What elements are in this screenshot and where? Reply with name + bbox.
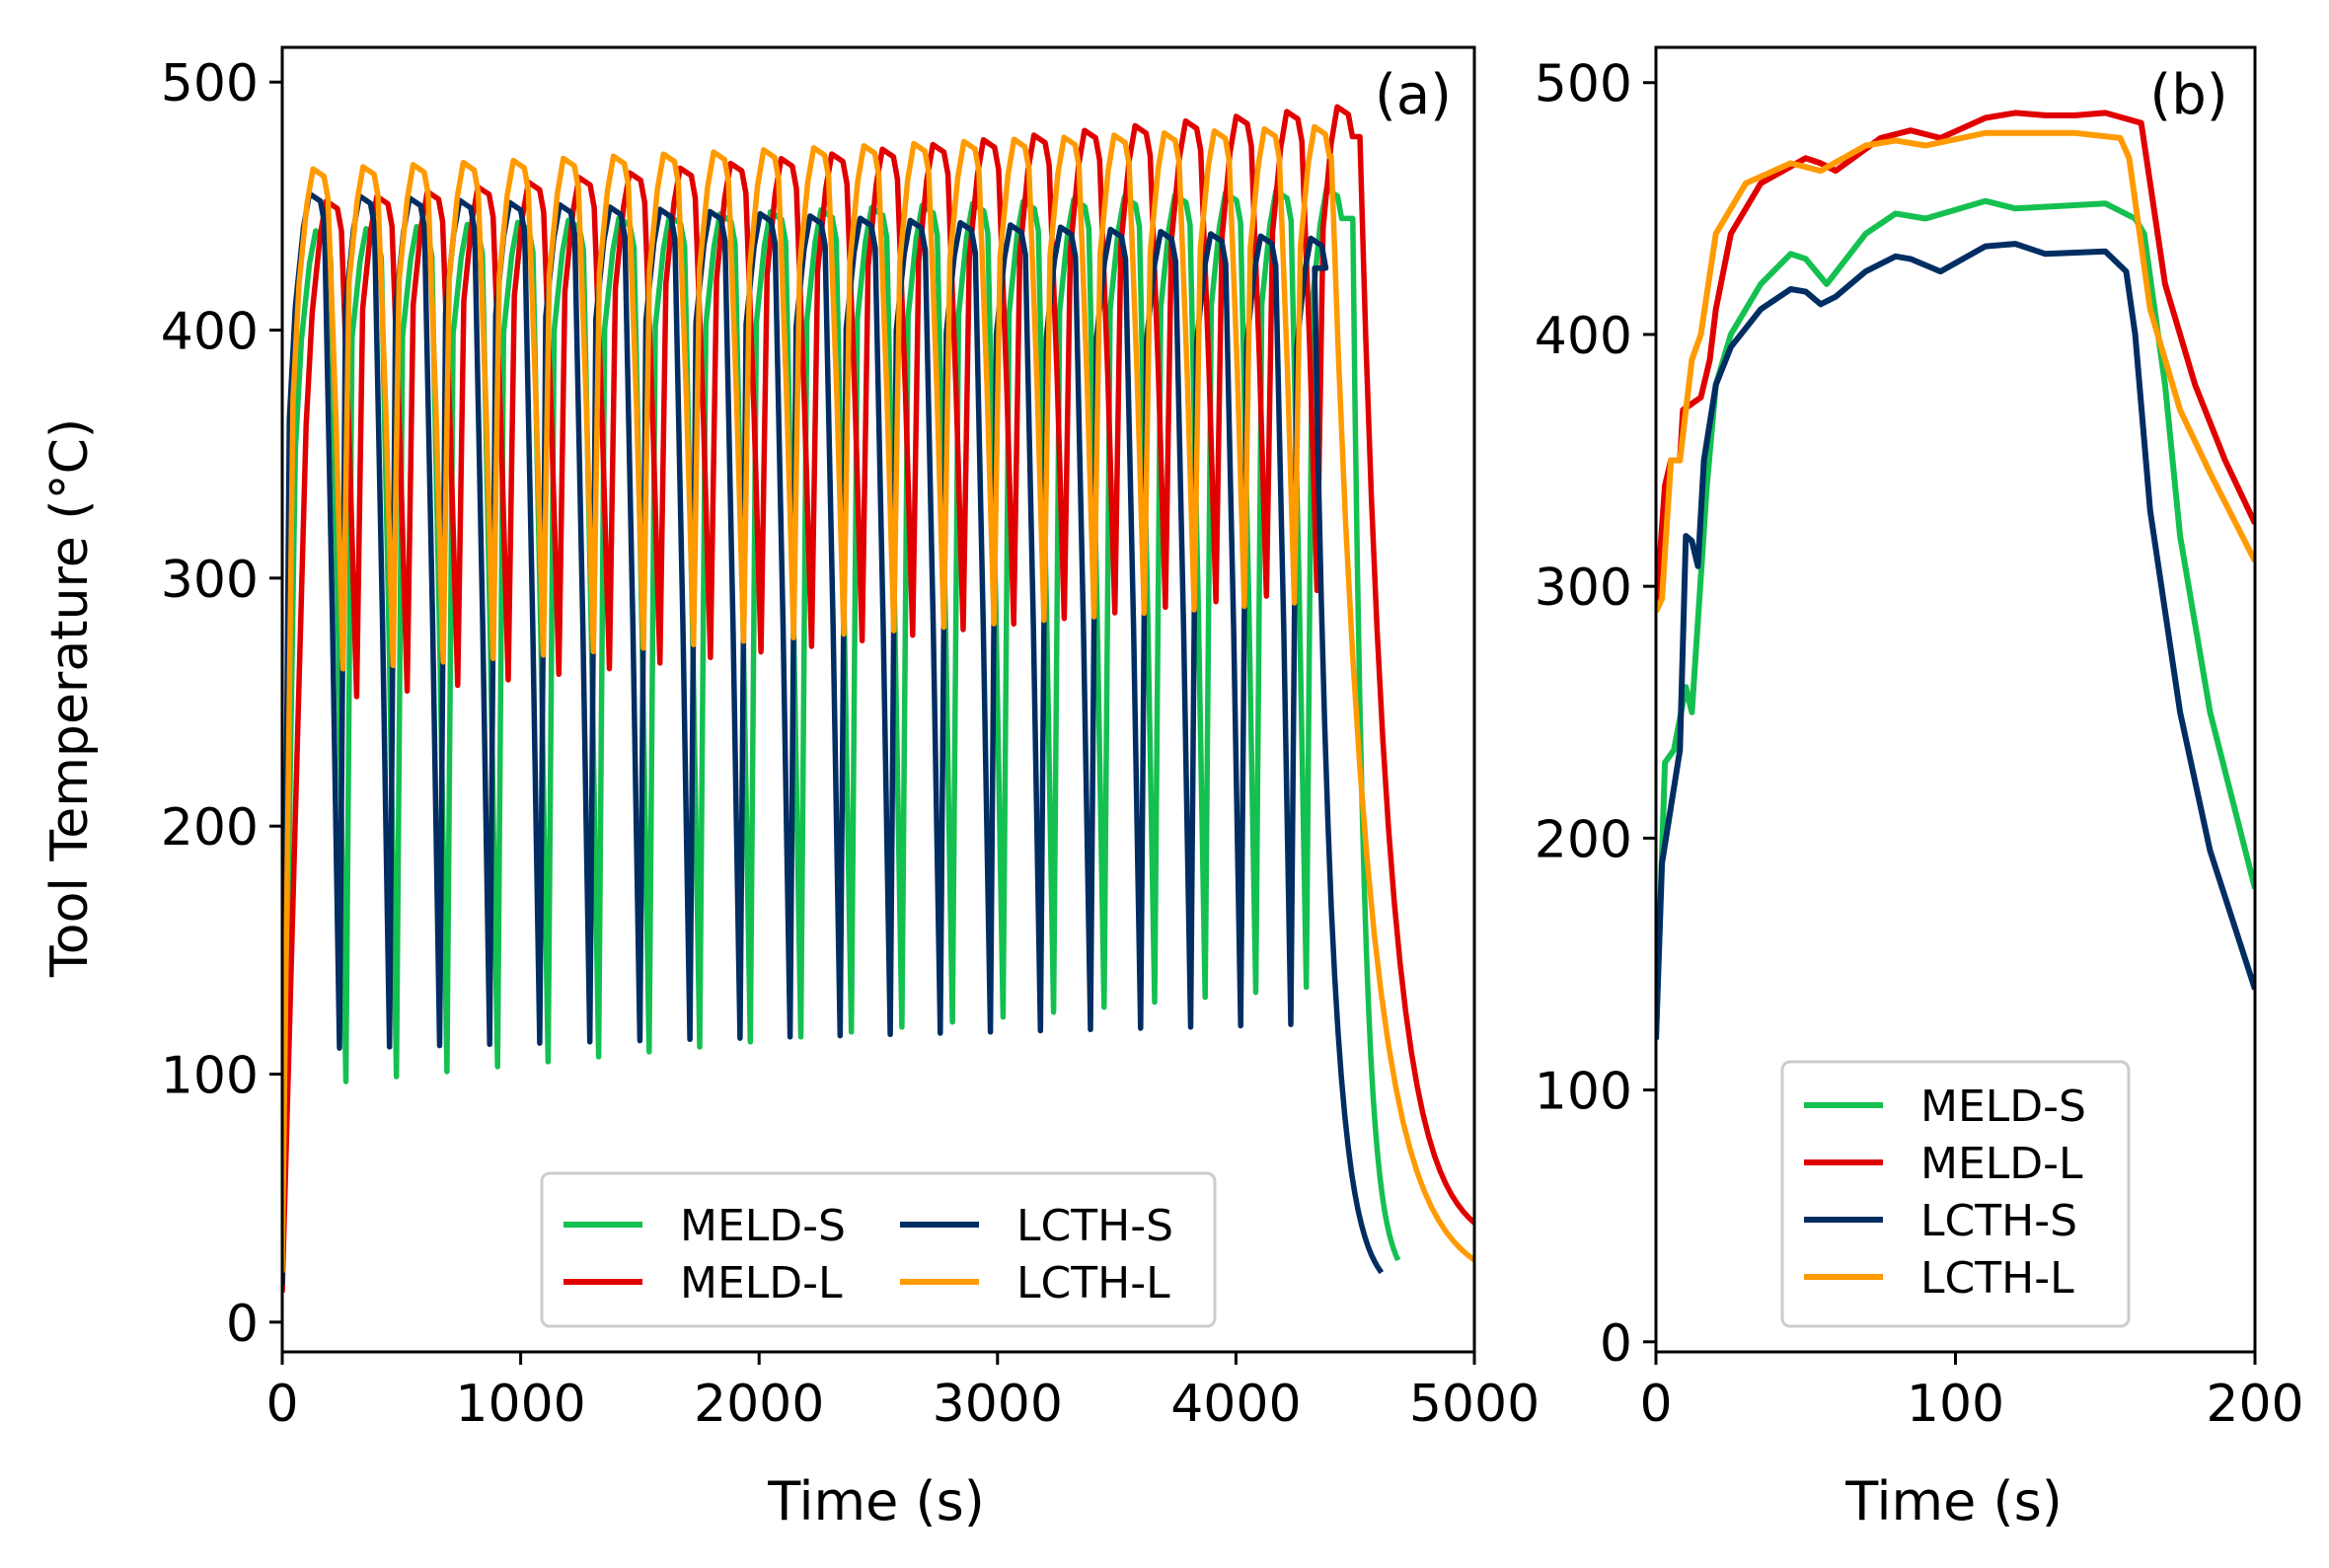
legend-label-meld-s: MELD-S bbox=[1920, 1082, 2086, 1132]
legend-label-meld-l: MELD-L bbox=[680, 1258, 843, 1308]
series-line-lcth-s bbox=[1656, 241, 2255, 1040]
y-tick-label: 200 bbox=[161, 798, 259, 858]
y-tick-label: 200 bbox=[1535, 810, 1632, 869]
legend-label-lcth-s: LCTH-S bbox=[1920, 1196, 2077, 1246]
y-tick-label: 100 bbox=[1535, 1063, 1632, 1122]
y-tick-label: 100 bbox=[161, 1047, 259, 1106]
y-tick-label: 0 bbox=[1600, 1314, 1632, 1374]
y-tick-label: 500 bbox=[161, 54, 259, 113]
x-tick-label: 1000 bbox=[455, 1375, 585, 1434]
series-line-lcth-l bbox=[282, 123, 1474, 1273]
panel-b-legend: MELD-S MELD-L LCTH-S LCTH-L bbox=[1780, 1060, 2131, 1328]
y-tick-label: 500 bbox=[1535, 55, 1632, 114]
panel-a-legend: MELD-S MELD-L LCTH-S LCTH-L bbox=[540, 1171, 1217, 1328]
panel-b-chart: 0 100 200 0 100 200 300 400 500 (b) Time (s) MEL… bbox=[1535, 45, 2304, 1532]
x-tick-label: 2000 bbox=[694, 1375, 824, 1434]
y-tick-label: 0 bbox=[226, 1295, 259, 1354]
y-tick-label: 300 bbox=[1535, 559, 1632, 618]
panel-b-ticks: 0 100 200 0 100 200 300 400 500 bbox=[1535, 55, 2304, 1434]
x-tick-label: 4000 bbox=[1170, 1375, 1301, 1434]
series-line-lcth-s bbox=[282, 190, 1385, 1286]
legend-label-meld-s: MELD-S bbox=[680, 1201, 846, 1251]
panel-a-ticks: 0 1000 2000 3000 4000 5000 0 100 200 300 400 500 bbox=[161, 54, 1540, 1434]
y-tick-label: 300 bbox=[161, 551, 259, 610]
x-tick-label: 200 bbox=[2206, 1375, 2303, 1434]
x-tick-label: 0 bbox=[1639, 1375, 1672, 1434]
x-tick-label: 0 bbox=[265, 1375, 298, 1434]
panel-a-xlabel: Time (s) bbox=[767, 1470, 985, 1532]
panel-a-chart: 0 1000 2000 3000 4000 5000 0 100 200 300 400 500 (a… bbox=[40, 45, 1540, 1532]
series-line-meld-s bbox=[1656, 197, 2255, 1040]
y-tick-label: 400 bbox=[1535, 307, 1632, 366]
legend-label-lcth-l: LCTH-L bbox=[1016, 1258, 1170, 1308]
x-tick-label: 3000 bbox=[933, 1375, 1063, 1434]
legend-label-lcth-s: LCTH-S bbox=[1016, 1201, 1173, 1251]
series-line-lcth-l bbox=[1656, 129, 2255, 613]
y-tick-label: 400 bbox=[161, 303, 259, 362]
panel-a-label: (a) bbox=[1375, 63, 1452, 127]
x-tick-label: 100 bbox=[1907, 1375, 2004, 1434]
panel-a-frame bbox=[280, 45, 1476, 1354]
panel-b-xlabel: Time (s) bbox=[1844, 1470, 2063, 1532]
panel-a-lines bbox=[282, 104, 1474, 1293]
legend-label-lcth-l: LCTH-L bbox=[1920, 1253, 2074, 1304]
x-tick-label: 5000 bbox=[1409, 1375, 1540, 1434]
panel-b-label: (b) bbox=[2149, 63, 2227, 127]
legend-label-meld-l: MELD-L bbox=[1920, 1139, 2083, 1189]
y-axis-label: Tool Temperature (°C) bbox=[40, 418, 100, 978]
panel-b-lines bbox=[1656, 110, 2255, 1040]
